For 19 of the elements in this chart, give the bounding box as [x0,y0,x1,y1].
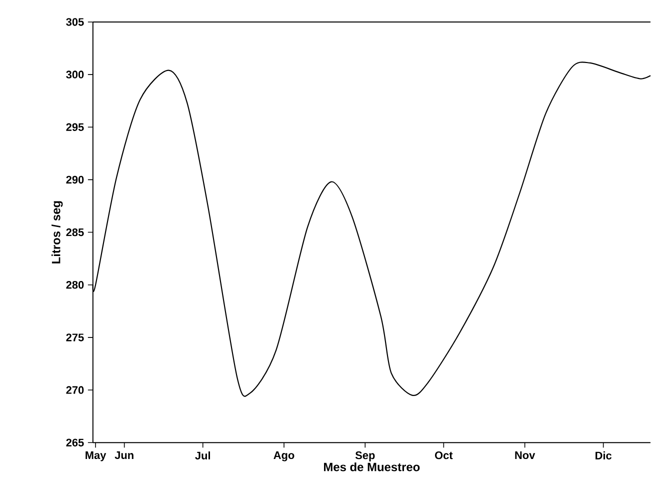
x-tick-label: Nov [515,452,536,460]
y-tick-label: 280 [66,281,84,289]
x-tick-label: Ago [274,452,294,462]
y-tick-label: 285 [66,228,84,236]
x-tick-label: Jun [114,452,134,460]
y-tick-label: 275 [66,334,84,342]
x-tick-label: Jul [195,452,210,460]
x-tick-label: Dic [596,452,612,460]
x-axis-title: Mes de Muestreo [324,462,420,472]
y-tick-label: 265 [66,438,84,447]
x-tick-label: Oct [434,452,453,460]
y-tick-label: 290 [66,176,84,184]
y-tick-label: 270 [66,386,84,394]
x-tick-label: Sep [355,452,375,462]
y-axis-title: Litros / seg [52,201,63,264]
y-tick-label: 305 [66,18,84,26]
y-tick-label: 300 [66,70,84,79]
y-tick-label: 295 [66,123,84,132]
x-tick-label: May [86,452,106,462]
